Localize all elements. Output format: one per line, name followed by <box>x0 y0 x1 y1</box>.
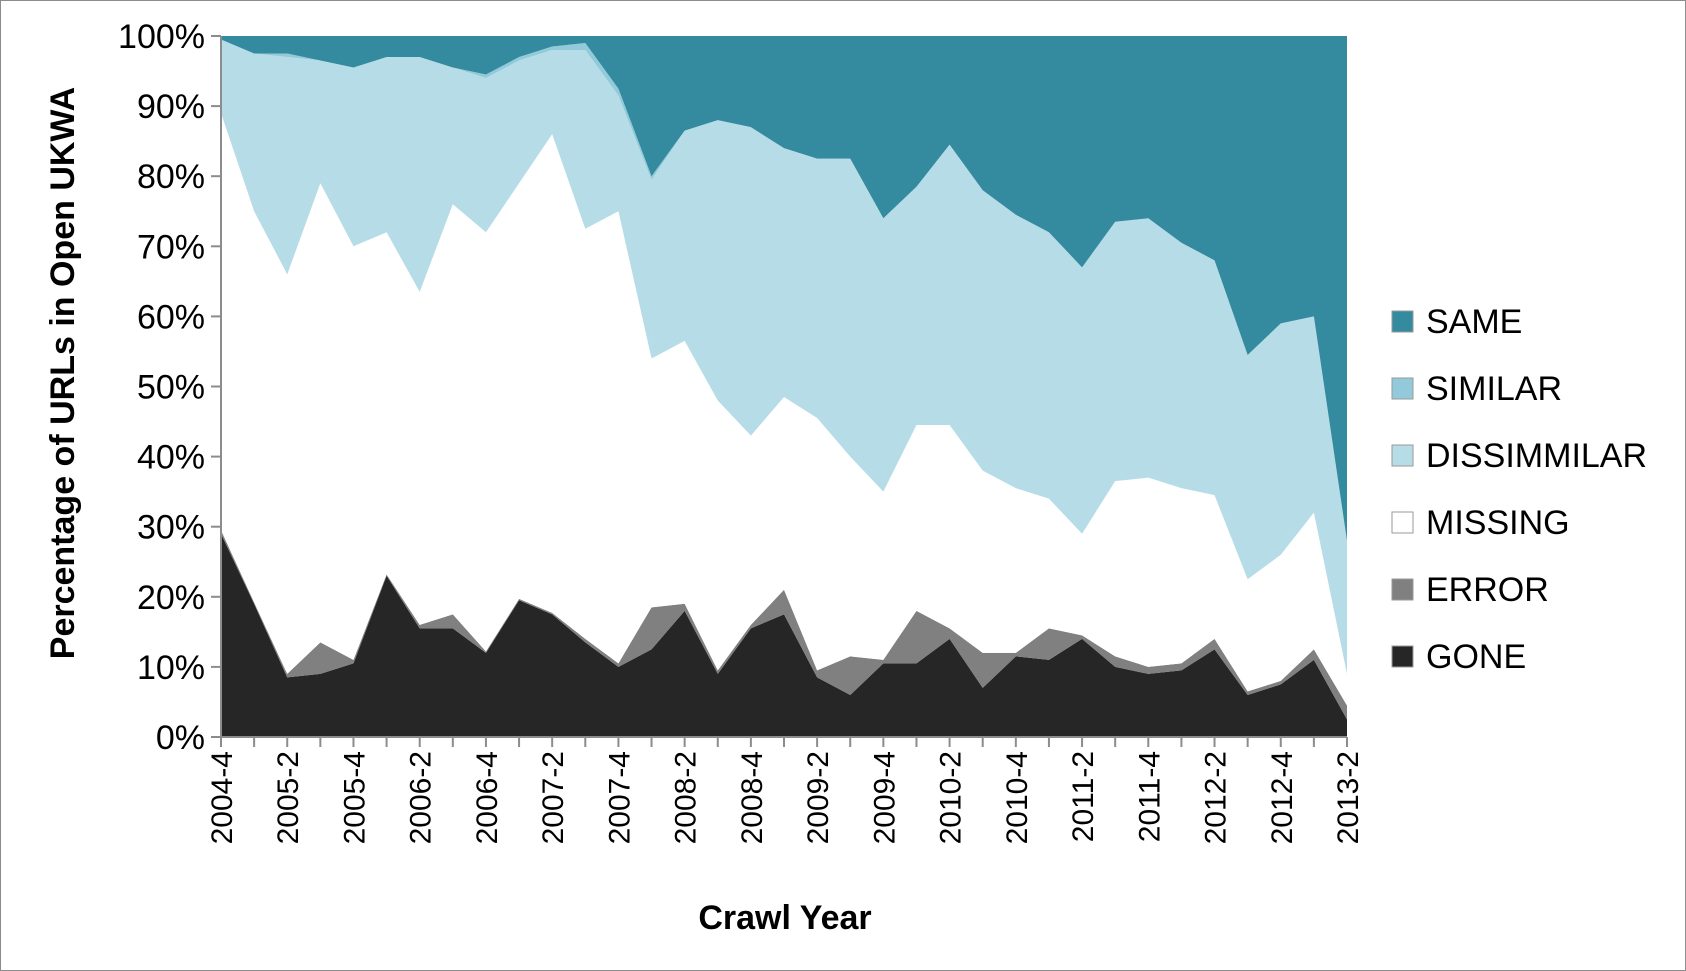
x-tick-label: 2010-4 <box>1001 751 1034 844</box>
area-gone <box>221 533 1347 737</box>
area-error <box>221 530 1347 720</box>
area-series-group <box>221 36 1347 737</box>
x-tick-label: 2004-4 <box>206 751 239 844</box>
x-tick-label: 2008-4 <box>736 751 769 844</box>
x-tick-label: 2007-2 <box>537 751 570 844</box>
x-axis-title: Crawl Year <box>698 899 871 937</box>
legend-label: MISSING <box>1426 504 1570 542</box>
legend-swatch <box>1391 444 1414 467</box>
x-tick-label: 2006-4 <box>471 751 504 844</box>
legend-item-error: ERROR <box>1391 571 1549 609</box>
x-tick-label: 2008-2 <box>670 751 703 844</box>
legend-item-missing: MISSING <box>1391 504 1570 542</box>
y-tick-label: 80% <box>137 158 205 196</box>
legend-swatch <box>1391 578 1414 601</box>
x-tick-label: 2012-2 <box>1200 751 1233 844</box>
y-tick-label: 70% <box>137 228 205 266</box>
y-tick-label: 60% <box>137 298 205 336</box>
legend-swatch <box>1391 377 1414 400</box>
x-tick-label: 2005-2 <box>272 751 305 844</box>
y-tick-label: 10% <box>137 649 205 687</box>
legend-item-dissimmilar: DISSIMMILAR <box>1391 437 1647 475</box>
x-tick-label: 2007-4 <box>603 751 636 844</box>
x-tick-label: 2011-2 <box>1067 751 1100 842</box>
legend-label: GONE <box>1426 638 1526 676</box>
legend-swatch <box>1391 511 1414 534</box>
area-dissimmilar <box>221 39 1347 674</box>
y-tick-label: 50% <box>137 369 205 407</box>
area-same <box>221 36 1347 541</box>
x-tick-label: 2009-4 <box>868 751 901 844</box>
x-tick-label: 2012-4 <box>1266 751 1299 844</box>
legend-item-same: SAME <box>1391 303 1522 341</box>
y-axis: 0% 10% 20% 30% 40% 50% 60% 70% 80% 90% 100% <box>118 18 222 757</box>
legend: SAME SIMILAR DISSIMMILAR MISSING ERROR GONE <box>1391 303 1647 676</box>
x-tick-label: 2011-4 <box>1133 751 1166 842</box>
legend-swatch <box>1391 645 1414 668</box>
x-axis: 2004-4 2005-2 2005-4 2006-2 2006-4 2007-2 2007… <box>206 736 1365 844</box>
y-tick-label: 100% <box>118 18 205 56</box>
y-tick-label: 40% <box>137 439 205 477</box>
legend-label: ERROR <box>1426 571 1549 609</box>
x-tick-label: 2010-2 <box>935 751 968 844</box>
legend-item-similar: SIMILAR <box>1391 370 1562 408</box>
y-tick-label: 0% <box>156 719 205 757</box>
y-tick-label: 90% <box>137 88 205 126</box>
x-tick-label: 2005-4 <box>338 751 371 844</box>
legend-label: SAME <box>1426 303 1522 341</box>
area-missing <box>221 113 1347 706</box>
x-tick-label: 2009-2 <box>802 751 835 844</box>
y-tick-label: 20% <box>137 579 205 617</box>
legend-swatch <box>1391 310 1414 333</box>
legend-label: DISSIMMILAR <box>1426 437 1647 475</box>
y-axis-title: Percentage of URLs in Open UKWA <box>44 87 82 659</box>
legend-label: SIMILAR <box>1426 370 1562 408</box>
legend-item-gone: GONE <box>1391 638 1526 676</box>
x-tick-label: 2006-2 <box>405 751 438 844</box>
x-tick-label: 2013-2 <box>1332 751 1365 844</box>
y-tick-label: 30% <box>137 509 205 547</box>
